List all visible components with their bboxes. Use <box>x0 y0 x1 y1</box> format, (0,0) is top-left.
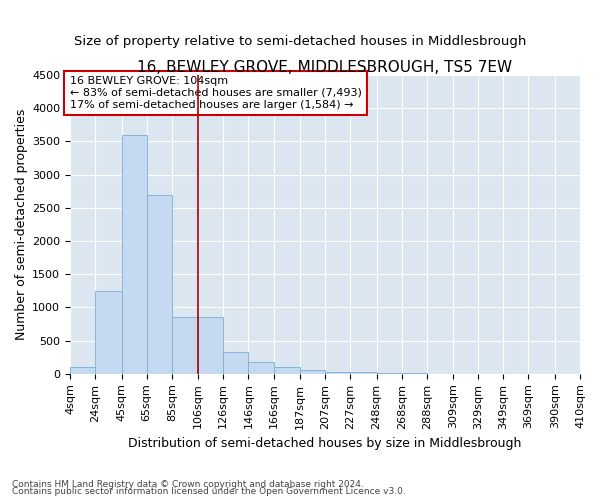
Bar <box>70 367 95 374</box>
Bar <box>122 135 146 374</box>
Bar <box>95 291 122 374</box>
Bar <box>274 367 300 374</box>
Bar <box>172 316 198 374</box>
Text: Contains public sector information licensed under the Open Government Licence v3: Contains public sector information licen… <box>12 487 406 496</box>
Text: Size of property relative to semi-detached houses in Middlesbrough: Size of property relative to semi-detach… <box>74 35 526 48</box>
Title: 16, BEWLEY GROVE, MIDDLESBROUGH, TS5 7EW: 16, BEWLEY GROVE, MIDDLESBROUGH, TS5 7EW <box>137 60 512 75</box>
Bar <box>198 316 223 374</box>
Bar <box>248 362 274 374</box>
Y-axis label: Number of semi-detached properties: Number of semi-detached properties <box>15 108 28 340</box>
Bar <box>350 372 377 374</box>
Text: 16 BEWLEY GROVE: 104sqm
← 83% of semi-detached houses are smaller (7,493)
17% of: 16 BEWLEY GROVE: 104sqm ← 83% of semi-de… <box>70 76 362 110</box>
Bar <box>300 370 325 374</box>
Bar <box>146 194 172 374</box>
Bar <box>223 352 248 374</box>
X-axis label: Distribution of semi-detached houses by size in Middlesbrough: Distribution of semi-detached houses by … <box>128 437 521 450</box>
Text: Contains HM Land Registry data © Crown copyright and database right 2024.: Contains HM Land Registry data © Crown c… <box>12 480 364 489</box>
Bar <box>377 373 401 374</box>
Bar <box>325 372 350 374</box>
